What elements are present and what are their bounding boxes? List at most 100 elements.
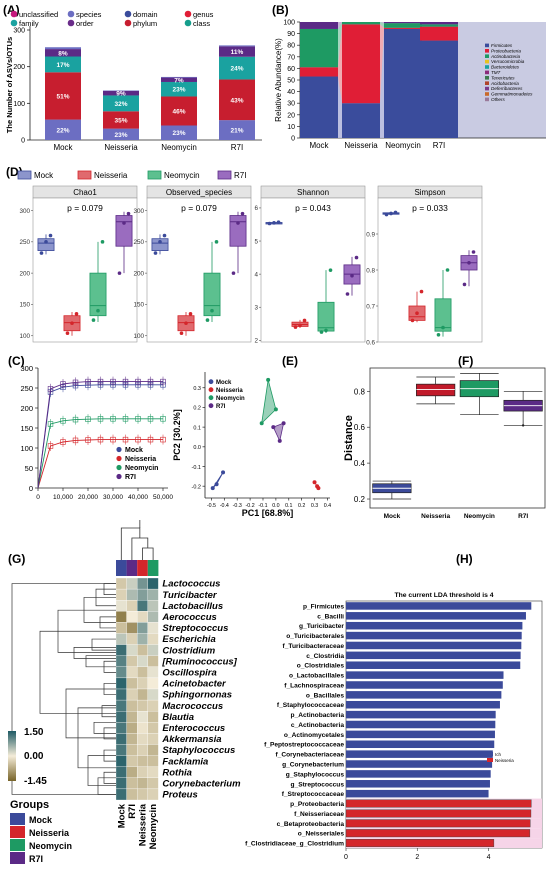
point-d	[441, 325, 445, 330]
bar-h-f-corynebacteriaceae	[346, 750, 493, 758]
data-label-a: 23%	[114, 132, 127, 139]
column-label-neisseria: Neisseria	[138, 803, 149, 846]
heatmap-cell	[115, 722, 127, 734]
column-group-r7i	[126, 560, 138, 576]
tick-label-b-x: R7I	[433, 141, 445, 150]
legend-b-marker-deferribacteres	[485, 86, 489, 91]
data-label-a: 51%	[56, 93, 69, 100]
tick-label-b-y: 40	[287, 89, 295, 96]
point-d	[39, 251, 44, 255]
heatmap-cell	[147, 711, 159, 723]
heatmap-cell	[137, 588, 148, 601]
point-d	[100, 240, 105, 244]
legend-b-marker-proteobacteria	[485, 49, 489, 53]
heatmap-cell	[137, 677, 148, 690]
point-d	[354, 255, 359, 260]
bar-h-g-corynebacterium	[346, 760, 493, 768]
heatmap-cell	[137, 577, 148, 590]
row-label-akkermansia: Akkermansia	[161, 734, 221, 745]
point-e-r7i	[277, 438, 282, 443]
bar-a-r7i-top	[219, 46, 255, 57]
row-label-rothia: Rothia	[162, 767, 192, 778]
legend-b-label-firmicutes: Firmicutes	[491, 43, 513, 48]
heatmap-cell	[126, 633, 138, 645]
row-label-aerococcus: Aerococcus	[161, 612, 216, 623]
tick-label-b-x: Neomycin	[385, 141, 421, 150]
point-d	[44, 240, 48, 244]
point-e-mock	[214, 482, 219, 487]
legend-d-marker-neisseria	[77, 170, 92, 180]
legend-a-label-order: order	[76, 19, 94, 28]
point-d	[240, 211, 245, 216]
legend-h-marker-ich	[487, 752, 493, 756]
column-dendrogram-branch	[131, 537, 149, 560]
point-e-mock	[210, 486, 215, 491]
groups-legend-marker-mock	[10, 813, 25, 825]
point-e-neomycin	[266, 377, 271, 382]
heatmap-cell	[115, 644, 127, 656]
point-d	[74, 312, 79, 316]
point-d	[162, 233, 167, 238]
legend-e-label-neomycin: Neomycin	[216, 396, 245, 402]
heatmap-cell	[147, 677, 159, 690]
data-label-a: 23%	[172, 87, 185, 94]
bar-a-neisseria-bottom	[103, 128, 139, 140]
point-d	[384, 212, 389, 217]
data-label-a: 43%	[230, 97, 243, 104]
tick-label-h-y: f_Clostridiaceae_g_Clostridium	[245, 841, 344, 848]
point-e-mock	[221, 470, 226, 475]
tick-label-e-y: -0.1	[192, 465, 201, 471]
heatmap-cell	[115, 600, 127, 612]
legend-b-marker-tenericutes	[485, 76, 489, 80]
tick-label-h-y: o_Turicibacterales	[286, 633, 344, 640]
color-scale-bar	[8, 731, 16, 781]
point-d	[389, 211, 393, 216]
point-d	[205, 318, 210, 322]
row-label-clostridium: Clostridium	[162, 645, 215, 656]
heatmap-cell	[147, 777, 159, 790]
tick-label-e-x: 0.3	[311, 503, 318, 509]
point-d	[436, 333, 441, 337]
column-dendrogram-branch	[142, 547, 154, 560]
legend-e-label-neisseria: Neisseria	[216, 388, 243, 394]
tick-label-c-x: 0	[36, 494, 40, 501]
point-d	[122, 221, 126, 225]
heatmap-cell	[147, 577, 159, 590]
line-c-neisseria	[37, 439, 163, 489]
tick-label-c-x: 30,000	[103, 494, 123, 501]
tick-label-d-y: 300	[19, 208, 30, 215]
tick-label-d-y: 150	[19, 302, 30, 309]
point-e-r7i	[281, 421, 286, 426]
legend-a-label-genus: genus	[193, 10, 214, 19]
legend-a-label-unclassified: unclassified	[19, 10, 58, 19]
point-d	[70, 321, 74, 326]
tick-label-c-y: 250	[20, 384, 33, 393]
heatmap-cell	[147, 655, 159, 667]
legend-e-marker-neisseria	[208, 387, 214, 393]
point-d	[272, 221, 276, 225]
row-label-macrococcus: Macrococcus	[162, 701, 223, 712]
tick-label-h-y: p_Actinobacteria	[291, 712, 345, 719]
point-e-neisseria	[312, 480, 317, 485]
tick-label-h-y: f_Staphylococcaceae	[277, 702, 344, 709]
heatmap-cell	[147, 766, 159, 778]
bar-h-c-bacilli	[346, 612, 526, 620]
heatmap-cell	[137, 655, 148, 667]
point-d	[231, 271, 236, 275]
heatmap-cell	[126, 788, 138, 801]
tick-label-h-y: c_Actinobacteria	[291, 722, 344, 729]
box-d-neomycin	[434, 298, 452, 332]
line-c-neomycin	[37, 418, 163, 489]
point-e-neomycin	[273, 407, 278, 412]
tick-label-f-y: 0.8	[354, 387, 366, 396]
bar-h-f-streptococcaceae	[346, 789, 489, 798]
tick-label-b-y: 100	[283, 20, 295, 27]
bar-a-mock-top	[45, 49, 81, 57]
row-dendrogram-branch	[85, 655, 116, 668]
heatmap-cell	[115, 633, 127, 645]
heatmap-cell	[137, 766, 148, 778]
bar-b-neomycin-others	[384, 22, 422, 24]
point-d	[91, 318, 96, 322]
bar-a-neomycin-class	[161, 81, 197, 97]
